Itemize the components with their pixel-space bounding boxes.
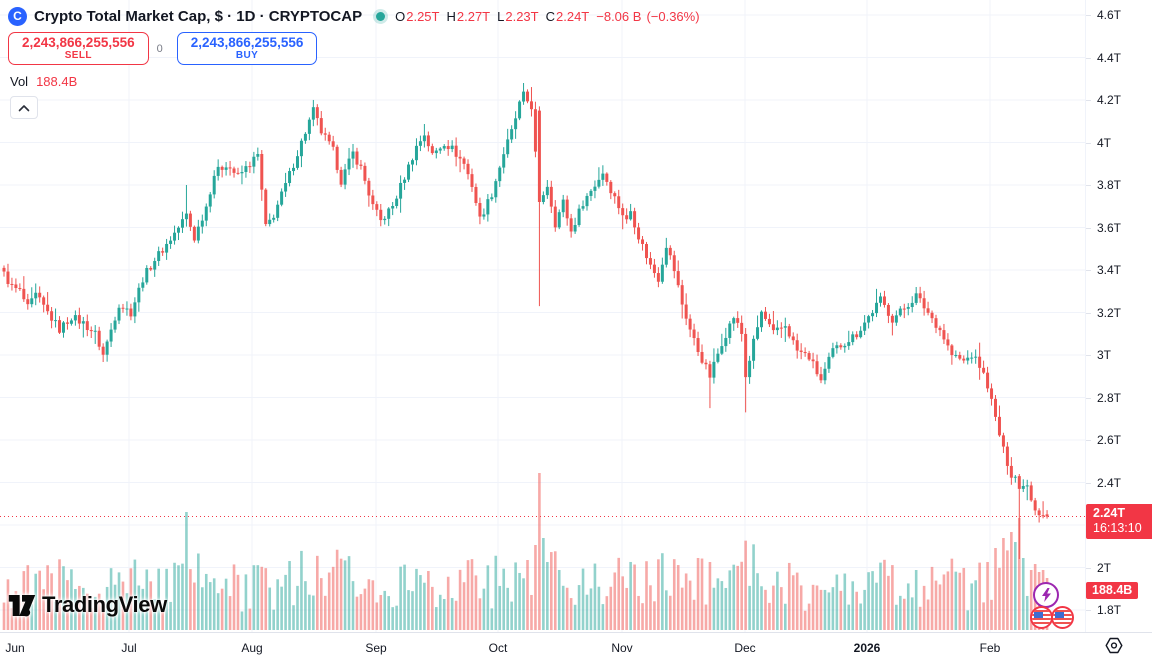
price-tick-label: 3T	[1086, 348, 1152, 362]
open-value: 2.25T	[406, 8, 440, 24]
buy-label: BUY	[235, 50, 259, 61]
month-label: Nov	[611, 641, 633, 655]
price-tick-label: 3.2T	[1086, 306, 1152, 320]
month-label: Aug	[241, 641, 263, 655]
month-label: Oct	[488, 641, 508, 655]
open-readout: O2.25T	[395, 8, 440, 24]
time-axis[interactable]: Jun Jul Aug Sep Oct Nov Dec 2026 Feb	[0, 632, 1152, 670]
price-tick-label: 4.2T	[1086, 93, 1152, 107]
watermark-text: TradingView	[42, 592, 167, 617]
month-label: Jun	[5, 641, 25, 655]
sell-button[interactable]: 2,243,866,255,556 SELL	[8, 32, 149, 65]
flag-canton	[1034, 612, 1043, 618]
lightning-event-icon[interactable]	[1033, 582, 1059, 608]
price-tick-label: 4T	[1086, 136, 1152, 150]
trade-buttons: 2,243,866,255,556 SELL 0 2,243,866,255,5…	[8, 32, 318, 65]
volume-label: Vol	[10, 74, 29, 89]
buy-button[interactable]: 2,243,866,255,556 BUY	[176, 32, 318, 65]
countdown-timer: 16:13:10	[1093, 520, 1142, 535]
close-readout: C2.24T	[545, 8, 590, 24]
low-value: 2.23T	[505, 8, 539, 24]
volume-badge: 188.4B	[1086, 582, 1139, 599]
month-label: 2026	[853, 641, 881, 655]
price-tick-label: 4.4T	[1086, 51, 1152, 65]
tradingview-logo-icon	[8, 594, 36, 616]
sell-label: SELL	[64, 50, 92, 61]
price-tick-label: 2.4T	[1086, 476, 1152, 490]
close-value: 2.24T	[556, 8, 590, 24]
price-tick-label: 3.6T	[1086, 221, 1152, 235]
symbol-legend[interactable]: C Crypto Total Market Cap, $ · 1D · CRYP…	[8, 6, 705, 26]
price-scale-settings-icon[interactable]	[1103, 635, 1125, 656]
lightning-bolt-icon	[1041, 588, 1051, 602]
price-tick-label: 4.6T	[1086, 8, 1152, 22]
high-readout: H2.27T	[446, 8, 491, 24]
symbol-title[interactable]: Crypto Total Market Cap, $ · 1D · CRYPTO…	[34, 7, 363, 25]
sell-price: 2,243,866,255,556	[22, 35, 135, 50]
last-price-value: 2.24T	[1093, 505, 1125, 520]
last-price-badge: 2.24T 16:13:10	[1086, 503, 1152, 539]
month-label: Feb	[979, 641, 1001, 655]
low-readout: L2.23T	[497, 8, 539, 24]
symbol-logo-icon: C	[8, 6, 27, 26]
market-status-icon[interactable]	[376, 11, 386, 21]
spread-value: 0	[156, 42, 163, 55]
us-flag-icon[interactable]	[1051, 606, 1074, 629]
volume-readout: Vol 188.4B	[10, 74, 77, 89]
price-tick-label: 3.4T	[1086, 263, 1152, 277]
month-label: Sep	[365, 641, 387, 655]
ohlc-readout: O2.25T H2.27T L2.23T C2.24T −8.06 B (−0.…	[395, 9, 704, 24]
price-tick-label: 3.8T	[1086, 178, 1152, 192]
us-flag-icon[interactable]	[1030, 606, 1053, 629]
watermark-logo: TradingView	[8, 592, 167, 618]
chevron-up-icon	[18, 104, 30, 111]
price-tick-label: 1.8T	[1086, 603, 1152, 617]
buy-price: 2,243,866,255,556	[190, 35, 304, 50]
change-value: −8.06 B	[596, 8, 642, 24]
change-percent: (−0.36%)	[646, 8, 700, 24]
month-label: Dec	[734, 641, 756, 655]
high-value: 2.27T	[456, 8, 491, 24]
price-tick-label: 2.6T	[1086, 433, 1152, 447]
collapse-pane-button[interactable]	[10, 96, 38, 119]
price-tick-label: 2.8T	[1086, 391, 1152, 405]
month-label: Jul	[121, 641, 137, 655]
volume-value: 188.4B	[36, 74, 78, 89]
price-tick-label: 2T	[1086, 561, 1152, 575]
flag-canton	[1055, 612, 1064, 618]
